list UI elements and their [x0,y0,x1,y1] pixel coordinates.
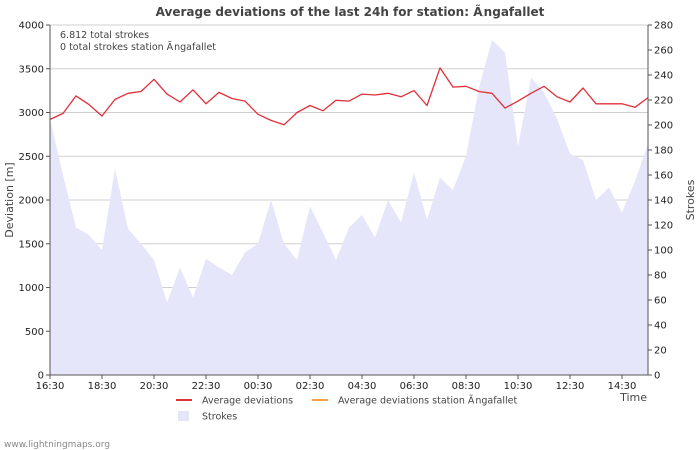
y-axis-right-label: Strokes [684,179,697,220]
y-left-tick-label: 2500 [19,152,44,163]
y-right-tick-label: 160 [654,171,673,182]
x-tick-label: 02:30 [296,381,325,392]
x-tick-label: 22:30 [192,381,221,392]
y-right-tick-label: 260 [654,46,673,57]
legend-swatch [178,411,189,421]
info-station-strokes: 0 total strokes station Ã ngafallet [60,42,216,53]
deviation-line [50,68,648,125]
footer-source: www.lightningmaps.org [4,440,110,450]
y-left-tick-label: 1000 [19,283,44,294]
x-tick-label: 16:30 [36,381,65,392]
x-axis-label: Time [619,391,647,404]
x-tick-label: 08:30 [452,381,481,392]
x-tick-label: 04:30 [348,381,377,392]
x-tick-label: 18:30 [88,381,117,392]
y-right-tick-label: 20 [654,346,667,357]
x-tick-label: 20:30 [140,381,169,392]
y-left-tick-label: 4000 [19,21,44,32]
info-total-strokes: 6.812 total strokes [60,30,149,41]
y-left-tick-label: 1500 [19,239,44,250]
y-right-tick-label: 240 [654,71,673,82]
chart-title: Average deviations of the last 24h for s… [156,4,545,19]
y-right-tick-label: 100 [654,246,673,257]
legend: Average deviations Average deviations sta… [176,396,517,423]
legend-label: Average deviations [202,396,293,407]
y-right-tick-label: 280 [654,21,673,32]
x-tick-label: 10:30 [504,381,533,392]
y-right-tick-label: 40 [654,321,667,332]
legend-label: Strokes [202,412,237,423]
deviation-line-layer [50,68,648,125]
y-right-tick-label: 60 [654,296,667,307]
y-right-tick-label: 140 [654,196,673,207]
chart: Average deviations of the last 24h for s… [0,0,700,450]
y-axis-left-label: Deviation [m] [3,162,16,237]
y-left-tick-label: 2000 [19,196,44,207]
y-right-tick-label: 0 [654,371,660,382]
y-left-tick-label: 500 [25,327,44,338]
y-right-tick-label: 120 [654,221,673,232]
y-right-tick-label: 220 [654,96,673,107]
y-left-tick-label: 0 [38,371,44,382]
x-tick-label: 06:30 [400,381,429,392]
y-right-tick-label: 80 [654,271,667,282]
legend-label: Average deviations station Ã ngafallet [338,396,517,407]
y-left-tick-label: 3500 [19,64,44,75]
y-right-tick-label: 200 [654,121,673,132]
x-tick-label: 12:30 [556,381,585,392]
y-right-tick-label: 180 [654,146,673,157]
y-left-tick-label: 3000 [19,108,44,119]
strokes-area [50,40,648,375]
x-tick-label: 00:30 [244,381,273,392]
strokes-area-layer [50,40,648,375]
